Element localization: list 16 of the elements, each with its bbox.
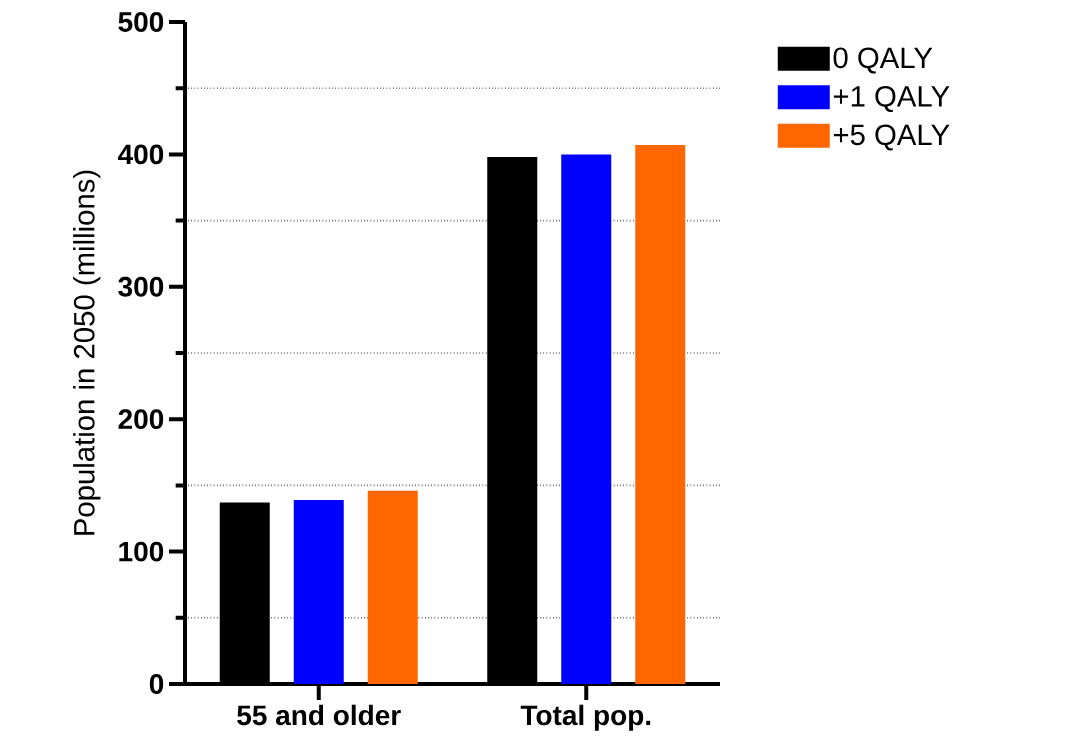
bar (561, 154, 612, 684)
y-tick-label: 300 (118, 276, 164, 297)
y-tick-label: 400 (118, 144, 164, 165)
bar (635, 145, 686, 684)
x-tick-label: 55 and older (237, 704, 401, 726)
legend-label: +1 QALY (833, 85, 950, 112)
bar (367, 490, 418, 684)
y-tick-label: 100 (119, 541, 164, 562)
y-tick-label: 500 (118, 12, 164, 32)
legend-label: 0 QALY (833, 47, 933, 74)
y-tick-label: 200 (118, 409, 164, 430)
legend-label: +5 QALY (833, 124, 950, 151)
y-axis-title: Population in 2050 (millions) (73, 170, 101, 535)
y-tick-label: 0 (149, 674, 164, 694)
bar (293, 499, 344, 684)
x-tick-label: Total pop. (520, 704, 651, 731)
